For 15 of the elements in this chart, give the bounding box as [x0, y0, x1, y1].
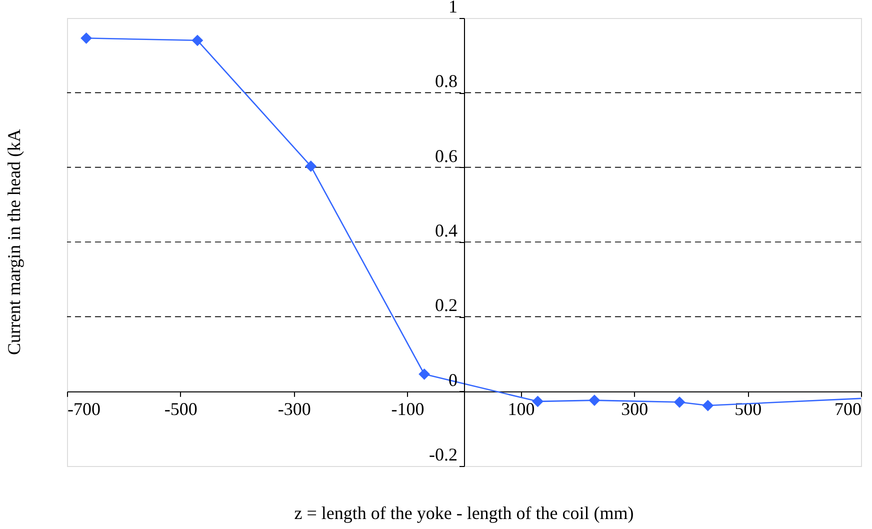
y-tick-label: 1 — [448, 0, 458, 16]
y-tick-label: 0.2 — [435, 295, 458, 316]
x-axis-title: z = length of the yoke - length of the coil (mm) — [294, 503, 634, 523]
x-tick-label: -100 — [391, 398, 424, 419]
x-tick-label: 700 — [834, 398, 862, 419]
x-tick-label: -500 — [164, 398, 198, 419]
y-tick-label: 0.8 — [435, 71, 458, 92]
x-tick-label: -300 — [278, 398, 311, 419]
y-tick-label: 0.6 — [435, 146, 458, 166]
y-tick-label: -0.2 — [429, 444, 458, 464]
x-tick-label: -700 — [68, 398, 100, 419]
y-axis-title: Current margin in the head (kA — [4, 128, 24, 356]
x-tick-label: 300 — [621, 398, 648, 419]
x-tick-label: 100 — [508, 398, 535, 419]
y-tick-label: 0.4 — [435, 220, 458, 240]
